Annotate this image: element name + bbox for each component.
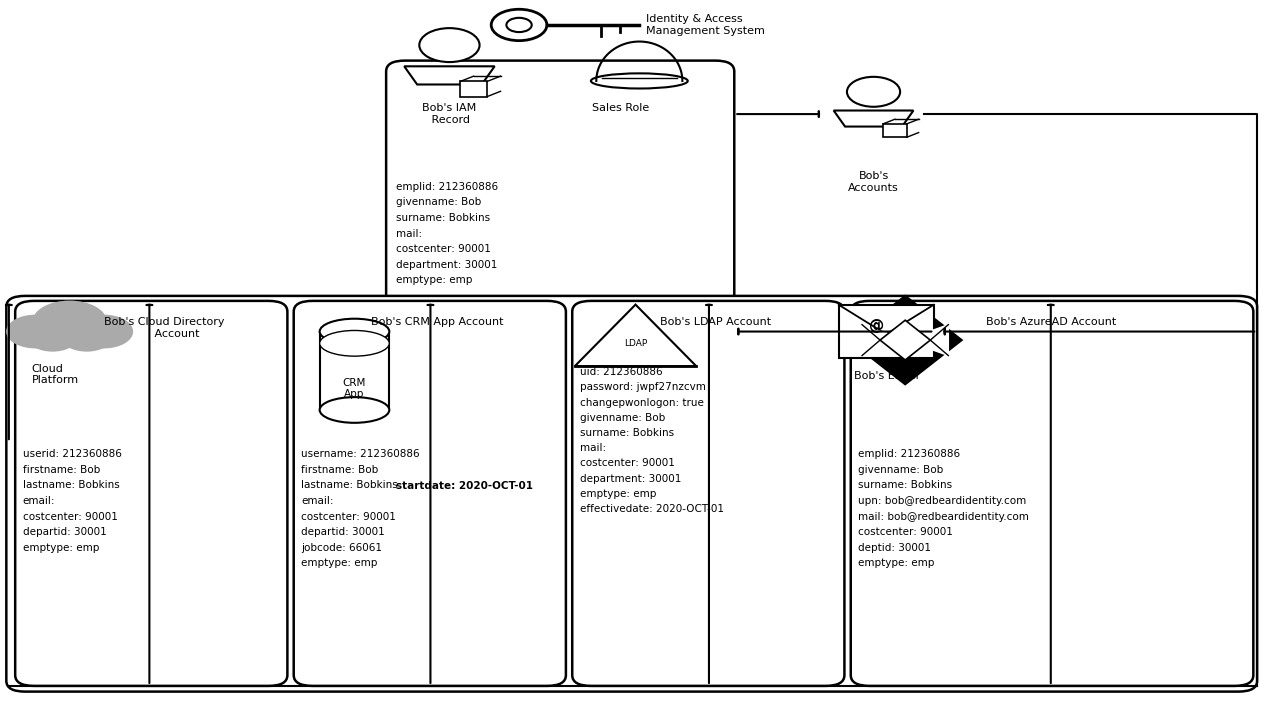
Circle shape bbox=[28, 322, 77, 351]
Text: emplid: 212360886
givenname: Bob
surname: Bobkins
upn: bob@redbeardidentity.com
: emplid: 212360886 givenname: Bob surname… bbox=[858, 449, 1029, 568]
Ellipse shape bbox=[319, 319, 390, 344]
Text: emplid: 212360886
givenname: Bob
surname: Bobkins
mail:
costcenter: 90001
depart: emplid: 212360886 givenname: Bob surname… bbox=[396, 182, 499, 285]
FancyBboxPatch shape bbox=[851, 301, 1253, 686]
Text: Bob's AzureAD Account: Bob's AzureAD Account bbox=[986, 317, 1115, 327]
Polygon shape bbox=[404, 66, 495, 85]
Polygon shape bbox=[862, 324, 905, 356]
FancyBboxPatch shape bbox=[319, 332, 390, 410]
Polygon shape bbox=[905, 324, 948, 356]
Circle shape bbox=[6, 315, 63, 347]
FancyBboxPatch shape bbox=[15, 301, 287, 686]
Text: Bob's
Accounts: Bob's Accounts bbox=[848, 171, 899, 193]
FancyBboxPatch shape bbox=[386, 61, 734, 652]
Circle shape bbox=[62, 322, 111, 351]
Text: userid: 212360886
firstname: Bob
lastname: Bobkins
email:
costcenter: 90001
depa: userid: 212360886 firstname: Bob lastnam… bbox=[23, 449, 122, 553]
Ellipse shape bbox=[319, 330, 390, 356]
Text: Bob's CRM App Account: Bob's CRM App Account bbox=[371, 317, 503, 327]
Text: Bob's Email: Bob's Email bbox=[853, 371, 919, 381]
Circle shape bbox=[76, 315, 132, 347]
Text: startdate: 2020-OCT-01: startdate: 2020-OCT-01 bbox=[396, 481, 533, 491]
Circle shape bbox=[33, 302, 106, 342]
Text: @: @ bbox=[868, 317, 885, 333]
Text: Cloud
Platform: Cloud Platform bbox=[32, 364, 78, 385]
Text: username: 212360886
firstname: Bob
lastname: Bobkins
email:
costcenter: 90001
de: username: 212360886 firstname: Bob lastn… bbox=[301, 449, 420, 568]
Circle shape bbox=[506, 18, 532, 32]
Text: Bob's IAM
 Record: Bob's IAM Record bbox=[423, 103, 476, 125]
Text: Bob's LDAP Account: Bob's LDAP Account bbox=[660, 317, 771, 327]
Circle shape bbox=[491, 9, 547, 41]
Text: Sales Role: Sales Role bbox=[591, 103, 649, 113]
Text: Bob's Cloud Directory
       Account: Bob's Cloud Directory Account bbox=[104, 317, 225, 339]
Text: uid: 212360886
password: jwpf27nzcvm
changepwonlogon: true
givenname: Bob
surnam: uid: 212360886 password: jwpf27nzcvm cha… bbox=[580, 367, 724, 514]
Circle shape bbox=[847, 77, 900, 107]
Polygon shape bbox=[833, 111, 913, 126]
Polygon shape bbox=[575, 304, 696, 366]
FancyBboxPatch shape bbox=[572, 301, 844, 686]
Ellipse shape bbox=[319, 397, 390, 423]
FancyBboxPatch shape bbox=[838, 305, 933, 358]
Text: LDAP: LDAP bbox=[624, 339, 647, 349]
FancyBboxPatch shape bbox=[294, 301, 566, 686]
Text: Identity & Access
Management System: Identity & Access Management System bbox=[646, 14, 765, 36]
FancyBboxPatch shape bbox=[6, 296, 1257, 692]
FancyBboxPatch shape bbox=[461, 81, 487, 96]
Text: CRM
App: CRM App bbox=[343, 378, 366, 399]
Circle shape bbox=[419, 28, 480, 62]
Ellipse shape bbox=[591, 73, 687, 88]
Polygon shape bbox=[848, 296, 962, 384]
FancyBboxPatch shape bbox=[882, 124, 906, 137]
Polygon shape bbox=[880, 320, 931, 360]
